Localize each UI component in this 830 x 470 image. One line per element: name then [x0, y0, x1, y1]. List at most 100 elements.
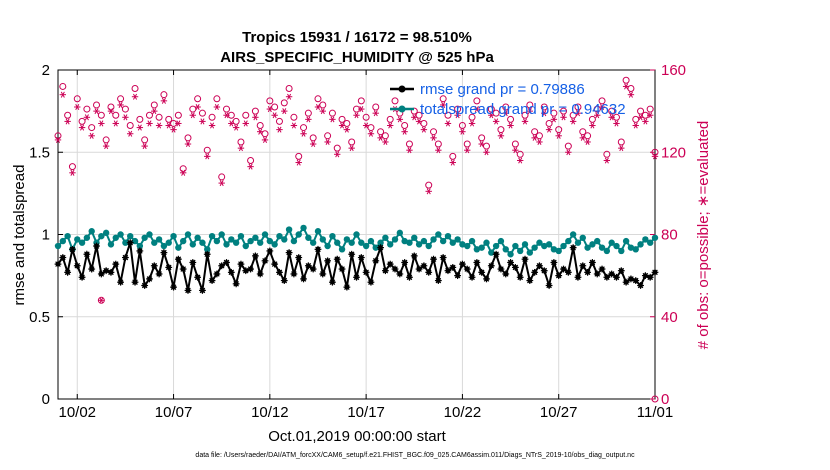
obs-evaluated-point: [589, 122, 596, 129]
obs-evaluated-point: [545, 126, 553, 133]
rmse-point: [415, 265, 423, 273]
asterisk-stroke: [80, 124, 85, 131]
obs-possible-point: [579, 128, 587, 136]
rmse-point: [507, 259, 514, 266]
rmse-point-ray: [522, 256, 528, 262]
spread-point: [468, 237, 476, 245]
asterisk-stroke: [595, 112, 600, 119]
obs-evaluated-point: [618, 145, 625, 152]
asterisk-stroke: [532, 134, 537, 141]
asterisk-stroke: [262, 136, 268, 143]
rmse-point: [54, 260, 62, 268]
asterisk-stroke: [157, 122, 162, 129]
rmse-point: [251, 252, 259, 260]
obs-possible-point: [141, 136, 149, 144]
rmse-point-ray: [262, 258, 268, 264]
rmse-point-ray: [55, 261, 61, 267]
obs-evaluated-point: [141, 143, 148, 150]
x-axis-label: Oct.01,2019 00:00:00 start: [268, 428, 446, 445]
spread-point: [237, 232, 245, 240]
spread-point: [319, 236, 326, 243]
rmse-point: [266, 247, 274, 255]
rmse-point: [83, 250, 91, 258]
asterisk-stroke: [132, 93, 138, 100]
rmse-point-ray: [435, 277, 442, 284]
rmse-point: [425, 268, 433, 276]
obs-possible-point: [487, 105, 495, 113]
obs-possible-point: [478, 134, 486, 142]
obs-evaluated-point: [184, 140, 192, 148]
obs-possible-point: [598, 97, 606, 105]
rmse-point: [564, 268, 572, 276]
obs-possible-point: [569, 111, 577, 119]
rmse-point: [459, 260, 466, 268]
obs-evaluated-point: [74, 103, 81, 111]
asterisk-stroke: [137, 124, 142, 131]
obs-possible-point: [213, 95, 221, 103]
obs-evaluated-point: [358, 106, 365, 113]
rmse-point-ray: [305, 262, 312, 269]
asterisk-stroke: [580, 134, 585, 141]
spread-point: [285, 226, 293, 233]
obs-evaluated-point: [285, 93, 293, 100]
spread-point: [406, 239, 413, 246]
obs-evaluated-point: [531, 134, 538, 141]
obs-possible-point: [184, 134, 192, 142]
asterisk-stroke: [498, 132, 503, 139]
asterisk-stroke: [484, 149, 489, 156]
obs-possible-point: [531, 128, 539, 136]
asterisk-stroke: [190, 112, 195, 119]
rmse-point: [651, 268, 659, 276]
asterisk-stroke: [99, 297, 104, 304]
asterisk-stroke: [267, 106, 272, 113]
spread-point: [107, 241, 115, 248]
spread-point: [454, 236, 461, 243]
obs-possible-point: [218, 173, 226, 181]
asterisk-stroke: [195, 103, 200, 111]
y-axis-label: rmse and totalspread: [11, 165, 28, 306]
obs-possible-point: [165, 115, 173, 123]
spread-point: [175, 244, 182, 251]
rmse-point-ray: [228, 269, 235, 276]
rmse-point-ray: [64, 269, 71, 276]
rmse-point-ray: [392, 266, 398, 272]
asterisk-stroke: [652, 153, 658, 160]
asterisk-stroke: [214, 103, 219, 111]
rmse-point: [333, 255, 341, 263]
obs-possible-point: [425, 181, 433, 189]
spread-point: [579, 234, 586, 241]
rmse-point: [353, 273, 360, 281]
obs-evaluated-point: [136, 124, 144, 131]
asterisk-stroke: [296, 159, 301, 166]
obs-possible-point: [482, 142, 490, 150]
rmse-point: [536, 262, 543, 270]
obs-possible-point: [314, 95, 322, 103]
obs-evaluated-point: [507, 122, 514, 129]
obs-possible-point: [401, 122, 409, 130]
asterisk-stroke: [407, 147, 412, 154]
rmse-point-ray: [570, 244, 576, 251]
spread-point: [204, 246, 211, 253]
asterisk-stroke: [330, 116, 335, 123]
rmse-point: [227, 268, 235, 276]
rmse-point-ray: [368, 279, 374, 286]
rmse-point-ray: [464, 266, 471, 272]
rmse-point-ray: [344, 284, 350, 290]
asterisk-stroke: [474, 106, 479, 113]
spread-point: [521, 241, 529, 248]
asterisk-stroke: [585, 138, 590, 146]
obs-evaluated-point: [305, 116, 312, 123]
obs-evaluated-point: [88, 132, 95, 139]
rmse-point: [184, 287, 192, 294]
obs-possible-point: [627, 85, 635, 93]
spread-point: [439, 237, 447, 245]
rmse-point-ray: [478, 269, 485, 276]
rmse-point: [73, 262, 81, 270]
obs-evaluated-point: [204, 153, 211, 160]
obs-evaluated-point: [247, 163, 254, 170]
obs-possible-point: [343, 119, 351, 127]
spread-point: [189, 241, 197, 248]
obs-evaluated-point: [338, 122, 346, 129]
spread-point: [618, 247, 625, 255]
spread-point: [569, 231, 577, 238]
